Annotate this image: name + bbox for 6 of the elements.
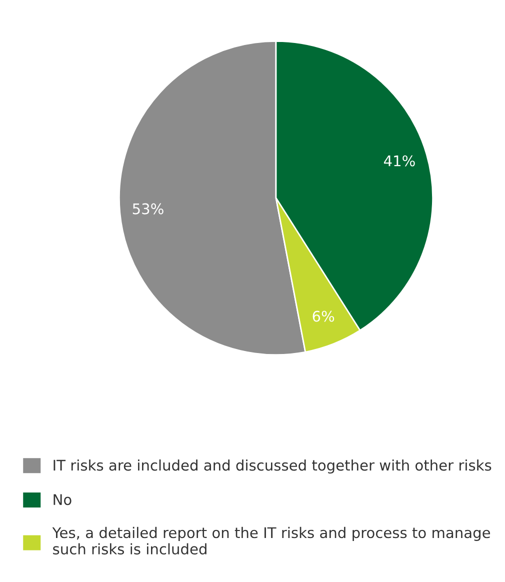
data-label: 6% (312, 310, 334, 322)
legend-label: Yes, a detailed report on the IT risks and process to manage such risks is included (52, 526, 490, 555)
legend-label: No (54, 494, 72, 506)
data-label: 41% (384, 155, 415, 166)
data-label: 53% (132, 203, 164, 214)
legend-label: IT risks are included and discussed together with other risks (54, 459, 492, 474)
